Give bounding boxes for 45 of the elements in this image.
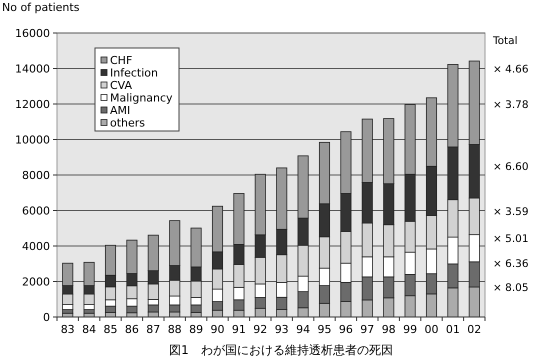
annotation: × 3.78 (493, 99, 529, 111)
x-tick-label: 98 (382, 323, 396, 336)
text: Total (492, 35, 518, 47)
x-tick-label: 96 (338, 323, 353, 336)
x-tick-label: 02 (467, 323, 482, 336)
x-tick-label: 84 (82, 323, 96, 336)
annotation: × 4.66 (493, 64, 529, 76)
x-tick-label: 89 (189, 323, 204, 336)
y-tick-label: 16000 (15, 27, 50, 40)
x-tick-label: 90 (210, 323, 224, 336)
x-tick-label: 91 (232, 323, 246, 336)
x-tick-label: 93 (274, 323, 289, 336)
legend-label: CHF (110, 54, 132, 67)
y-tick-label: 10000 (15, 134, 50, 146)
x-tick-label: 94 (296, 323, 310, 336)
legend-label: Infection (110, 66, 158, 80)
x-tick-label: 83 (60, 323, 75, 336)
y-axis-title: No of patients (2, 1, 80, 14)
y-tick-label: 4000 (22, 240, 50, 253)
legend-label: AMI (110, 104, 130, 117)
annotation: × 5.01 (493, 233, 529, 246)
y-tick-label: 8000 (22, 169, 50, 182)
x-tick-label: 00 (424, 323, 438, 336)
x-tick-label: 86 (124, 323, 139, 336)
x-tick-label: 97 (360, 323, 374, 336)
x-tick-label: 99 (403, 323, 418, 336)
legend-label: others (110, 116, 146, 130)
text: 図1 わが国における維持透析患者の死因 (169, 343, 393, 357)
annotation: × 6.60 (493, 161, 529, 174)
y-tick-label: 14000 (15, 62, 50, 76)
annotation: × 8.05 (493, 282, 529, 294)
x-tick-label: 85 (104, 323, 118, 336)
legend-label: Malignancy (110, 92, 174, 104)
x-tick-label: 92 (253, 323, 268, 336)
y-tick-label: 0 (43, 311, 50, 324)
annotation: × 3.59 (493, 206, 529, 218)
legend-label: CVA (110, 79, 132, 92)
y-tick-label: 12000 (15, 98, 50, 111)
x-tick-label: 01 (446, 323, 460, 336)
y-tick-label: 6000 (22, 204, 50, 218)
y-tick-label: 2000 (22, 276, 50, 288)
x-tick-label: 95 (318, 323, 332, 336)
annotation: × 6.36 (493, 258, 529, 270)
x-tick-label: 87 (146, 323, 160, 336)
x-tick-label: 88 (168, 323, 182, 336)
